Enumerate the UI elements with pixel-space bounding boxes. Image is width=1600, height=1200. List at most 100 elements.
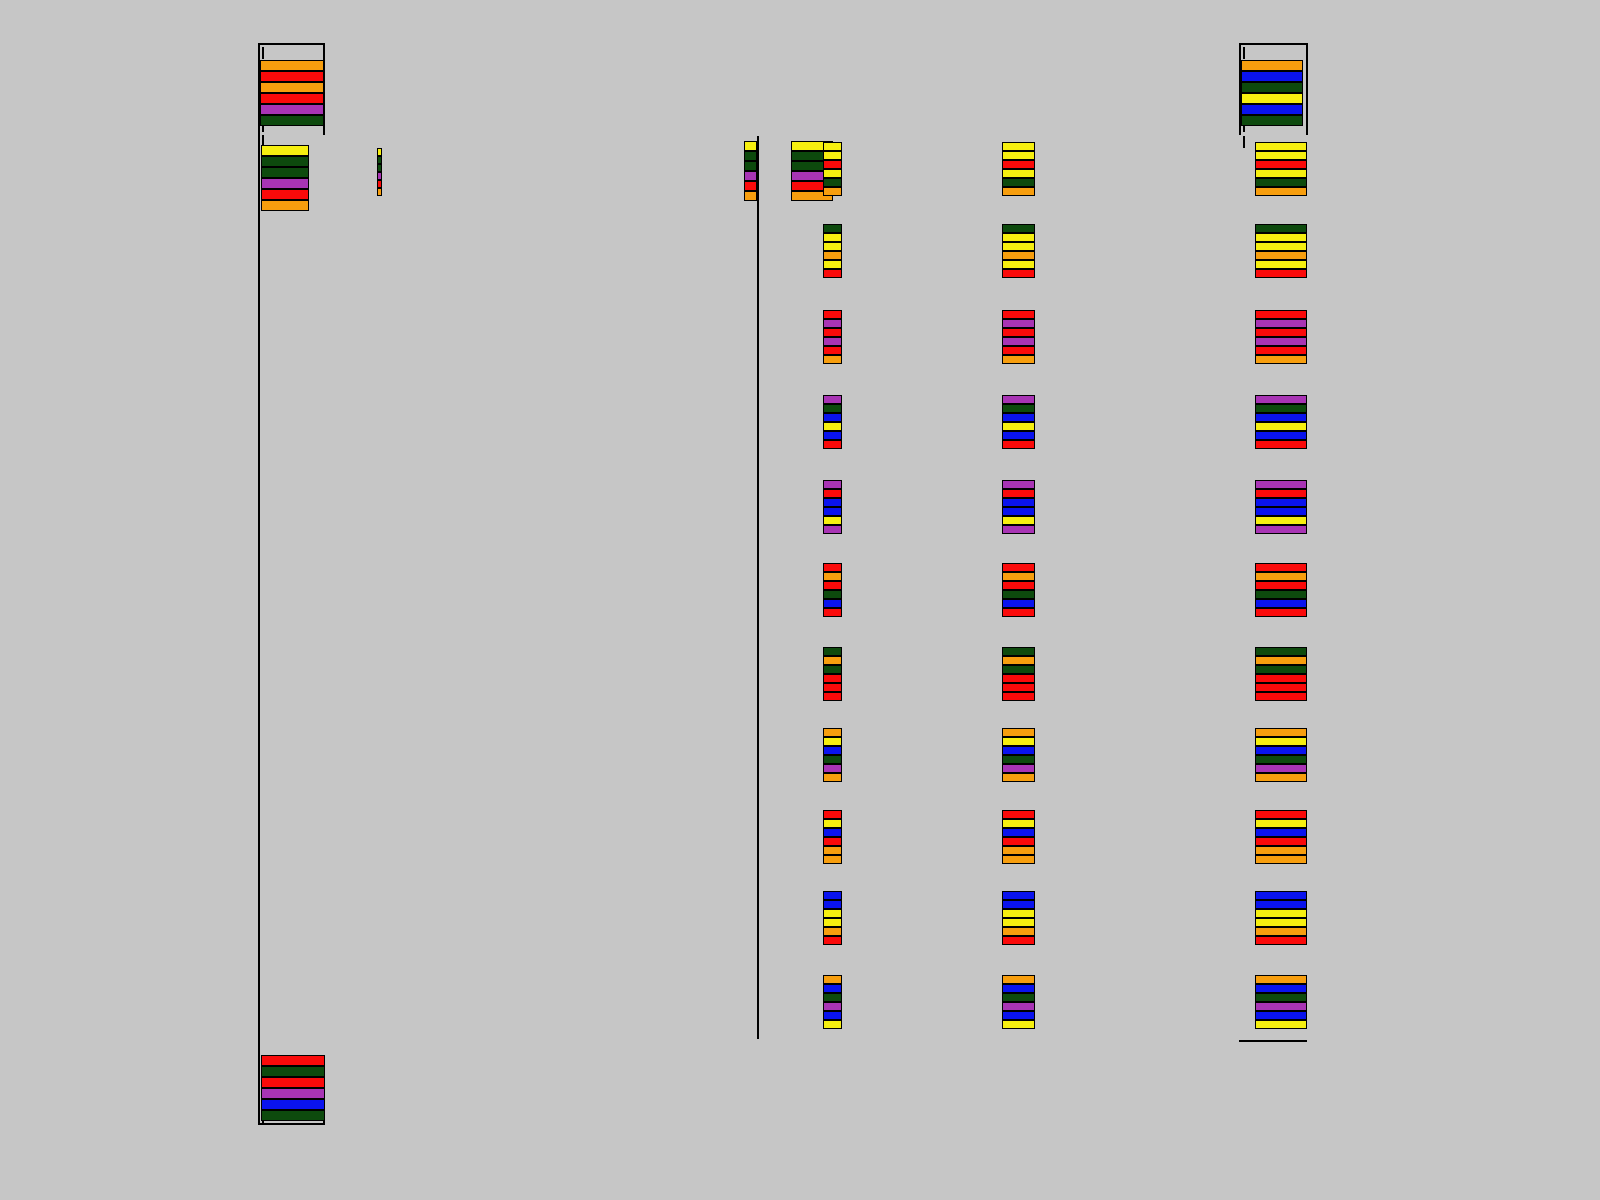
band-purple <box>823 480 842 489</box>
band-red <box>1002 936 1035 945</box>
band-dark_green <box>823 755 842 764</box>
band-orange <box>1002 251 1035 260</box>
band-dark_green <box>1002 590 1035 599</box>
band-yellow <box>823 1020 842 1029</box>
band-blue <box>823 498 842 507</box>
band-orange <box>1002 728 1035 737</box>
band-dark_green <box>1255 647 1307 656</box>
band-dark_green <box>823 993 842 1002</box>
band-blue <box>1002 431 1035 440</box>
band-red <box>823 269 842 278</box>
band-red <box>1002 683 1035 692</box>
band-red <box>260 71 324 82</box>
band-red <box>1255 810 1307 819</box>
band-red <box>1255 440 1307 449</box>
band-dark_green <box>1255 755 1307 764</box>
band-red <box>823 440 842 449</box>
band-dark_green <box>377 156 382 164</box>
band-yellow <box>1002 1020 1035 1029</box>
band-blue <box>823 431 842 440</box>
band-yellow <box>823 516 842 525</box>
band-yellow <box>1002 516 1035 525</box>
frame-right-top-right-vertical <box>1306 43 1308 135</box>
band-orange <box>1002 187 1035 196</box>
band-blue <box>1255 599 1307 608</box>
band-yellow <box>1002 242 1035 251</box>
band-red <box>1255 346 1307 355</box>
band-purple <box>1002 319 1035 328</box>
band-red <box>1002 269 1035 278</box>
band-red <box>823 683 842 692</box>
band-orange <box>1002 846 1035 855</box>
band-blue <box>823 828 842 837</box>
band-red <box>1002 346 1035 355</box>
band-yellow <box>1255 151 1307 160</box>
band-dark_green <box>823 178 842 187</box>
band-red <box>1255 269 1307 278</box>
band-blue <box>1241 104 1303 115</box>
band-red <box>1255 328 1307 337</box>
band-yellow <box>1002 142 1035 151</box>
frame-right-top-vertical <box>1239 43 1241 135</box>
band-orange <box>823 927 842 936</box>
band-blue <box>1255 900 1307 909</box>
band-red <box>1255 683 1307 692</box>
band-dark_green <box>1002 178 1035 187</box>
band-purple <box>377 172 382 180</box>
band-purple <box>823 395 842 404</box>
band-yellow <box>1002 260 1035 269</box>
band-dark_green <box>1002 647 1035 656</box>
band-orange <box>744 191 757 201</box>
band-orange <box>1255 572 1307 581</box>
frame-left-top-right-vertical <box>323 43 325 135</box>
band-red <box>1255 581 1307 590</box>
band-red <box>261 189 309 200</box>
band-red <box>1002 608 1035 617</box>
band-purple <box>823 1002 842 1011</box>
band-orange <box>1255 846 1307 855</box>
band-orange <box>791 191 833 201</box>
band-red <box>823 563 842 572</box>
band-purple <box>1002 1002 1035 1011</box>
band-red <box>1002 489 1035 498</box>
band-blue <box>1241 71 1303 82</box>
band-dark_green <box>377 164 382 172</box>
band-blue <box>1002 413 1035 422</box>
band-purple <box>260 104 324 115</box>
band-red <box>1002 581 1035 590</box>
band-dark_green <box>823 647 842 656</box>
band-yellow <box>1255 422 1307 431</box>
band-purple <box>1002 395 1035 404</box>
band-red <box>1002 692 1035 701</box>
band-purple <box>1255 525 1307 534</box>
band-purple <box>823 337 842 346</box>
band-red <box>823 692 842 701</box>
band-red <box>1002 674 1035 683</box>
band-red <box>823 160 842 169</box>
band-dark_green <box>1241 82 1303 93</box>
band-yellow <box>1255 142 1307 151</box>
band-purple <box>261 1088 325 1099</box>
band-red <box>823 837 842 846</box>
band-orange <box>1002 773 1035 782</box>
band-dark_green <box>1255 224 1307 233</box>
band-red <box>377 180 382 188</box>
band-blue <box>1002 828 1035 837</box>
band-yellow <box>1241 93 1303 104</box>
band-blue <box>823 507 842 516</box>
band-purple <box>823 525 842 534</box>
band-dark_green <box>1002 224 1035 233</box>
band-orange <box>823 728 842 737</box>
band-yellow <box>744 141 757 151</box>
band-orange <box>1255 355 1307 364</box>
band-yellow <box>1002 233 1035 242</box>
band-blue <box>1002 891 1035 900</box>
band-orange <box>261 200 309 211</box>
band-yellow <box>1255 1020 1307 1029</box>
band-purple <box>1255 1002 1307 1011</box>
band-purple <box>1002 525 1035 534</box>
band-dark_green <box>1002 755 1035 764</box>
frame-left-bottom-horizontal <box>258 1123 325 1125</box>
band-red <box>1255 837 1307 846</box>
